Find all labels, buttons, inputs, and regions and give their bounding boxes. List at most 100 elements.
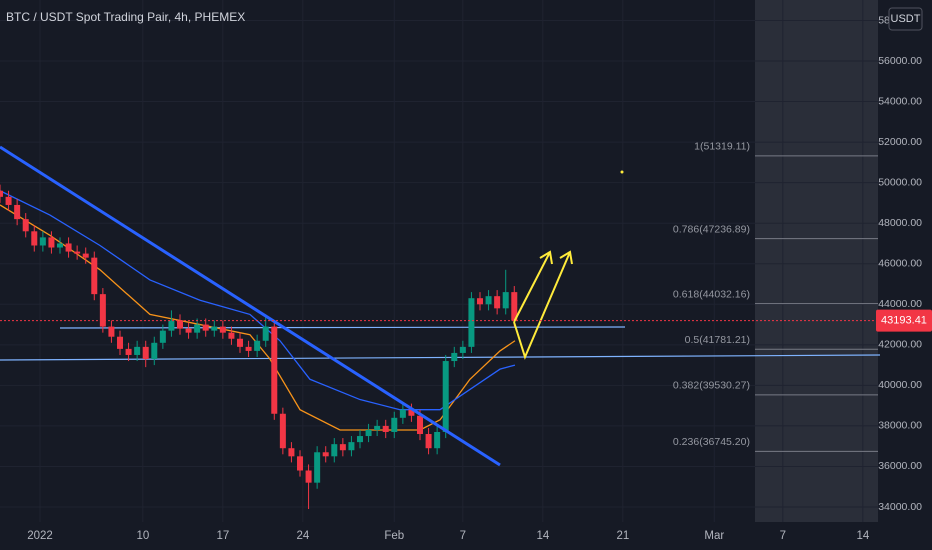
moving-average <box>0 204 516 431</box>
candle-body <box>399 409 406 418</box>
trendline <box>0 145 501 467</box>
candle-body <box>459 346 466 353</box>
y-tick-label: 50000.00 <box>878 176 922 188</box>
candle-body <box>142 346 149 360</box>
highlight-range <box>755 0 878 522</box>
y-tick-label: 46000.00 <box>878 258 922 270</box>
y-tick-label: 52000.00 <box>878 136 922 148</box>
marker-dot <box>620 170 624 174</box>
x-tick-label: 24 <box>296 530 309 542</box>
candle-body <box>442 361 449 432</box>
candle-body <box>22 219 29 232</box>
candle-body <box>485 296 492 305</box>
candle-body <box>108 326 115 337</box>
chart-title: BTC / USDT Spot Trading Pair, 4h, PHEMEX <box>6 10 245 24</box>
candle-body <box>417 415 423 435</box>
candle-body <box>365 429 372 437</box>
candle-body <box>314 452 321 483</box>
x-tick-label: 14 <box>536 530 549 542</box>
candle-body <box>57 243 63 248</box>
fib-label: 1(51319.11) <box>694 141 750 153</box>
candle-body <box>494 296 501 309</box>
moving-averages <box>0 190 516 431</box>
candle-body <box>159 330 166 343</box>
y-tick-label: 38000.00 <box>878 420 922 432</box>
candle-body <box>0 190 3 197</box>
candle-body <box>391 417 398 432</box>
y-tick-label: 56000.00 <box>878 55 922 67</box>
y-tick-label: 36000.00 <box>878 460 922 472</box>
candles <box>0 184 518 510</box>
candle-body <box>82 253 89 258</box>
candle-body <box>202 324 209 331</box>
y-tick-label: 48000.00 <box>878 217 922 229</box>
candle-body <box>48 237 55 248</box>
horizontal-line <box>0 354 881 361</box>
fib-label: 0.382(39530.27) <box>673 380 750 392</box>
candle-body <box>5 196 12 205</box>
candle-body <box>339 444 346 451</box>
arrow-head <box>559 250 573 265</box>
candle-body <box>434 431 441 449</box>
candle-body <box>322 452 329 457</box>
currency-button[interactable] <box>888 7 923 31</box>
fib-levels: 1(51319.11) 0.786(47236.89) 0.618(44032.16… <box>673 141 878 452</box>
x-tick-label: 21 <box>616 530 629 542</box>
x-tick-label: 2022 <box>27 530 53 542</box>
candle-body <box>65 243 72 252</box>
candle-body <box>134 346 141 355</box>
candle-body <box>91 257 98 295</box>
price-axis <box>880 0 932 550</box>
candle-body <box>408 409 415 416</box>
candle-body <box>382 425 389 432</box>
candle-body <box>468 298 475 347</box>
candle-body <box>288 448 295 457</box>
fib-label: 0.786(47236.89) <box>673 223 750 235</box>
candle-body <box>245 346 252 351</box>
candle-body <box>211 326 218 331</box>
candle-body <box>99 294 106 327</box>
candle-body <box>254 340 261 351</box>
candle-body <box>185 328 192 333</box>
x-tick-label: 10 <box>136 530 149 542</box>
time-axis <box>0 522 880 550</box>
candle-body <box>194 324 201 333</box>
x-tick-label: Feb <box>384 530 404 542</box>
y-tick-label: 42000.00 <box>878 339 922 351</box>
x-tick-label: 7 <box>460 530 466 542</box>
x-tick-label: 14 <box>856 530 869 542</box>
fib-label: 0.236(36745.20) <box>673 436 750 448</box>
axes: 34000.00 36000.00 38000.00 40000.00 42000.00… <box>27 14 932 542</box>
horizontal-line <box>59 326 626 329</box>
arrow-head <box>539 250 553 265</box>
last-price-label: 43193.41 <box>881 315 927 327</box>
candle-body <box>271 326 278 414</box>
candle-body <box>331 444 338 457</box>
last-price-box <box>876 309 932 332</box>
grid <box>0 0 880 522</box>
arrow <box>513 251 551 323</box>
x-tick-label: 7 <box>780 530 786 542</box>
candle-body <box>39 237 46 246</box>
candle-body <box>357 436 363 443</box>
y-tick-label: 34000.00 <box>878 501 922 513</box>
fib-label: 0.5(41781.21) <box>685 334 750 346</box>
candle-body <box>374 425 381 430</box>
candle-body <box>305 470 312 483</box>
candle-body <box>219 326 226 333</box>
candle-body <box>477 298 483 305</box>
projection-arrows <box>513 250 573 360</box>
candle-body <box>279 413 286 449</box>
candle-body <box>74 251 81 254</box>
candle-body <box>451 352 458 362</box>
y-tick-label: 44000.00 <box>878 298 922 310</box>
candle-body <box>14 204 21 220</box>
candle-body <box>237 338 243 347</box>
y-tick-label: 54000.00 <box>878 95 922 107</box>
candle-body <box>117 336 123 349</box>
candle-body <box>262 326 269 341</box>
currency-label[interactable]: USDT <box>891 13 921 25</box>
arrow <box>513 251 571 360</box>
